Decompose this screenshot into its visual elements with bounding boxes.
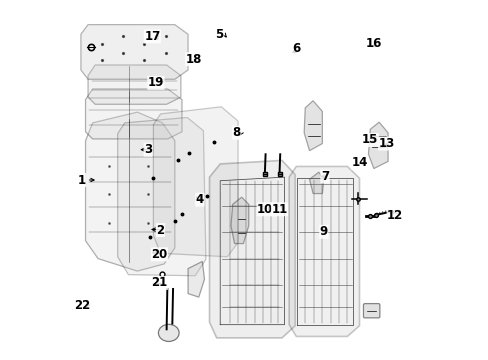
Text: 2: 2	[156, 224, 164, 237]
Polygon shape	[188, 261, 204, 297]
Text: 20: 20	[151, 248, 167, 261]
Text: 19: 19	[147, 76, 164, 89]
Polygon shape	[288, 166, 359, 337]
Text: 9: 9	[319, 225, 327, 238]
Text: 15: 15	[361, 134, 378, 147]
FancyBboxPatch shape	[363, 303, 379, 318]
Text: 14: 14	[350, 156, 367, 169]
Text: 4: 4	[195, 193, 203, 206]
Text: 8: 8	[232, 126, 240, 139]
Text: 6: 6	[291, 42, 300, 55]
Text: 7: 7	[320, 170, 328, 183]
Text: 3: 3	[143, 143, 152, 156]
Polygon shape	[153, 107, 238, 257]
Text: 18: 18	[185, 53, 202, 66]
Text: 13: 13	[378, 137, 394, 150]
Text: 17: 17	[144, 30, 160, 43]
Text: 16: 16	[365, 37, 381, 50]
Polygon shape	[88, 65, 181, 104]
Text: 10: 10	[257, 203, 273, 216]
Text: 22: 22	[74, 299, 90, 312]
Polygon shape	[81, 24, 188, 79]
Polygon shape	[304, 101, 322, 151]
Polygon shape	[118, 117, 205, 276]
Polygon shape	[367, 122, 387, 168]
Ellipse shape	[158, 324, 179, 342]
Text: 5: 5	[215, 28, 223, 41]
Polygon shape	[230, 197, 248, 244]
Text: 11: 11	[271, 203, 287, 216]
Polygon shape	[85, 89, 182, 139]
Text: 12: 12	[386, 208, 403, 221]
Polygon shape	[209, 160, 295, 338]
Polygon shape	[85, 112, 175, 271]
Polygon shape	[309, 172, 323, 194]
Text: 1: 1	[78, 174, 86, 186]
Text: 21: 21	[151, 276, 167, 289]
